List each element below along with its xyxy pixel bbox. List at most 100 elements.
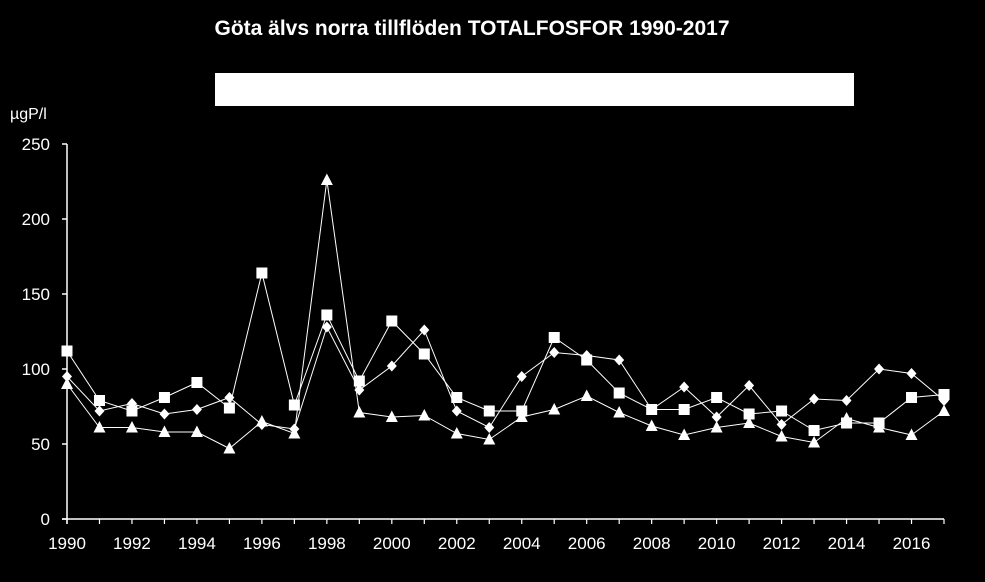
square-marker [61, 345, 73, 357]
diamond-marker [191, 404, 202, 415]
triangle-marker [710, 421, 723, 433]
x-tick-label: 1994 [178, 534, 216, 553]
triangle-marker [418, 409, 431, 421]
triangle-marker [808, 436, 821, 448]
y-tick-label: 250 [22, 135, 50, 154]
diamond-marker [126, 398, 137, 409]
square-marker [678, 404, 690, 415]
triangle-marker [385, 410, 398, 422]
diamond-marker [484, 422, 495, 433]
square-marker [711, 392, 723, 403]
square-marker [126, 405, 138, 417]
square-marker [321, 309, 333, 321]
chart-title: Göta älvs norra tillflöden TOTALFOSFOR 1… [214, 17, 730, 40]
triangle-marker [190, 425, 203, 437]
triangle-marker [450, 427, 463, 439]
x-tick-label: 2002 [438, 534, 476, 553]
triangle-marker [905, 428, 918, 440]
y-tick-label: 50 [31, 435, 50, 454]
square-marker [483, 405, 495, 417]
triangle-marker [743, 416, 756, 428]
triangle-marker [320, 173, 333, 185]
diamond-marker [874, 363, 885, 375]
triangle-marker [873, 421, 886, 433]
diamond-marker [62, 371, 72, 382]
triangle-marker [125, 421, 138, 433]
square-marker [938, 389, 950, 400]
diamond-marker [549, 347, 560, 358]
square-marker [451, 392, 463, 403]
triangle-marker [223, 442, 236, 454]
x-tick-label: 2008 [633, 534, 671, 553]
triangle-marker [580, 389, 593, 401]
y-axis-label: µgP/l [10, 106, 47, 123]
square-marker [386, 315, 398, 327]
square-marker [613, 387, 625, 399]
diamond-marker [581, 350, 592, 361]
diamond-marker [94, 405, 105, 417]
triangle-marker [938, 404, 950, 416]
triangle-marker [613, 406, 626, 418]
square-marker [743, 408, 755, 420]
x-tick-label: 2000 [373, 534, 411, 553]
diamond-marker [744, 380, 755, 391]
square-marker [548, 332, 560, 343]
diamond-marker [614, 354, 625, 366]
triangle-marker [483, 433, 496, 445]
diamond-marker [906, 368, 917, 379]
triangle-marker [840, 412, 853, 424]
square-marker [288, 399, 300, 411]
x-tick-label: 1990 [48, 534, 86, 553]
square-marker [776, 405, 788, 417]
y-tick-label: 0 [41, 510, 50, 529]
x-tick-label: 2010 [698, 534, 736, 553]
diamond-marker [224, 392, 235, 403]
diamond-marker [809, 393, 820, 405]
triangle-marker [61, 377, 73, 389]
x-tick-label: 1998 [308, 534, 346, 553]
square-marker [223, 402, 235, 414]
triangle-marker [645, 419, 658, 431]
square-marker [418, 348, 430, 360]
diamond-marker [939, 395, 949, 406]
legend-box [215, 73, 854, 106]
triangle-marker [255, 415, 268, 427]
triangle-marker [158, 425, 171, 437]
triangle-marker [93, 421, 106, 433]
x-tick-label: 1996 [243, 534, 281, 553]
diamond-marker [776, 419, 787, 430]
x-tick-label: 1992 [113, 534, 151, 553]
triangle-marker [288, 427, 301, 439]
y-tick-label: 200 [22, 210, 50, 229]
diamond-marker [321, 321, 332, 333]
square-marker [158, 392, 170, 403]
diamond-marker [679, 381, 690, 393]
triangle-marker [515, 410, 528, 422]
square-marker [906, 392, 918, 403]
x-tick-label: 2006 [568, 534, 606, 553]
x-tick-label: 2012 [763, 534, 801, 553]
diamond-marker [516, 371, 527, 382]
square-marker [256, 267, 268, 279]
diamond-marker [646, 404, 657, 415]
series-line-diamond [66, 325, 945, 430]
triangle-marker [775, 430, 788, 442]
square-marker [808, 425, 820, 436]
diamond-marker [419, 324, 430, 336]
square-marker [353, 375, 365, 387]
diamond-marker [841, 395, 852, 406]
diamond-marker [159, 408, 170, 420]
triangle-marker [548, 403, 561, 415]
x-tick-label: 2016 [893, 534, 931, 553]
x-tick-label: 2004 [503, 534, 541, 553]
diamond-marker [711, 411, 722, 423]
y-tick-label: 150 [22, 285, 50, 304]
diamond-marker [451, 405, 462, 417]
y-tick-label: 100 [22, 360, 50, 379]
triangle-marker [678, 428, 691, 440]
triangle-marker [353, 406, 366, 418]
x-tick-label: 2014 [828, 534, 866, 553]
square-marker [191, 377, 203, 388]
diamond-marker [386, 360, 397, 372]
